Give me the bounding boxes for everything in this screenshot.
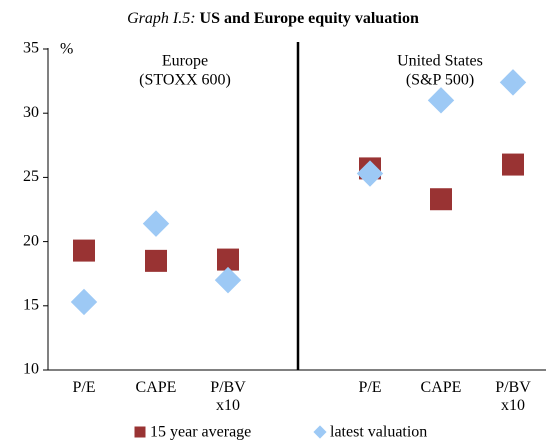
annotation: (S&P 500) xyxy=(406,72,474,89)
title-prefix: Graph I.5: xyxy=(127,10,195,27)
point xyxy=(214,266,242,294)
point xyxy=(70,288,98,316)
y-tick-label: 15 xyxy=(23,296,39,313)
point xyxy=(430,188,452,211)
x-tick-label: P/E xyxy=(358,379,382,396)
legend-marker xyxy=(313,425,327,439)
point xyxy=(142,210,170,237)
annotation: United States xyxy=(397,53,483,70)
y-tick-label: 35 xyxy=(23,40,39,57)
legend-label: 15 year average xyxy=(150,424,251,441)
legend-marker xyxy=(134,426,146,438)
point xyxy=(427,87,455,114)
point xyxy=(502,153,524,176)
y-unit: % xyxy=(60,41,73,58)
x-tick-label: P/BV x10 xyxy=(495,379,531,414)
y-tick-label: 20 xyxy=(23,232,39,249)
x-tick-label: P/E xyxy=(72,379,96,396)
x-tick-label: P/BV x10 xyxy=(210,379,246,414)
legend-label: latest valuation xyxy=(330,424,427,441)
annotation: Europe xyxy=(162,53,208,70)
point xyxy=(356,160,384,187)
point xyxy=(73,239,95,262)
x-tick-label: CAPE xyxy=(135,379,177,396)
y-tick-label: 30 xyxy=(23,104,39,121)
y-tick-label: 25 xyxy=(23,168,39,185)
y-tick-label: 10 xyxy=(23,361,39,378)
annotation: (STOXX 600) xyxy=(139,72,231,89)
chart-title: Graph I.5: US and Europe equity valuatio… xyxy=(127,10,419,27)
x-tick-label: CAPE xyxy=(420,379,462,396)
point xyxy=(499,69,527,96)
point xyxy=(145,249,167,272)
point xyxy=(217,248,239,271)
title-main: US and Europe equity valuation xyxy=(200,10,419,27)
